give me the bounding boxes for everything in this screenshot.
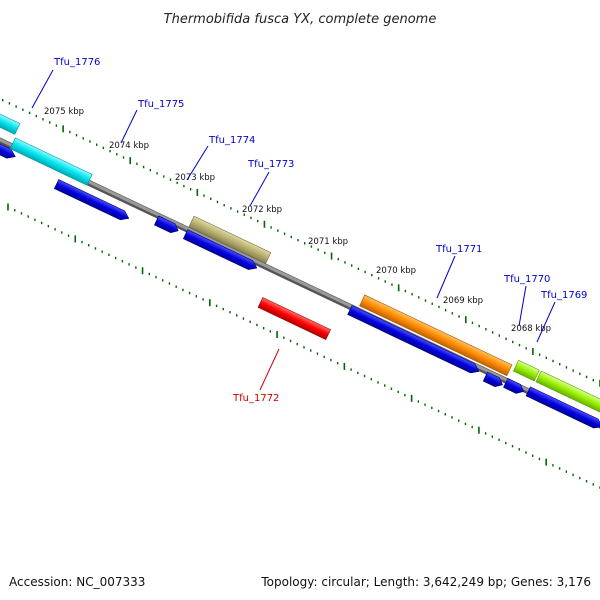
gene-label-tfu-1772[interactable]: Tfu_1772	[232, 393, 279, 404]
gene-label-tfu-1769[interactable]: Tfu_1769	[540, 290, 587, 301]
gene-label-tfu-1774[interactable]: Tfu_1774	[208, 135, 255, 146]
kbp-label: 2074 kbp	[109, 141, 149, 151]
gene-bar-tfu-1770[interactable]	[513, 359, 540, 382]
accession-text: Accession: NC_007333	[9, 575, 145, 589]
cds-feature[interactable]	[525, 386, 600, 431]
kbp-label: 2069 kbp	[443, 296, 483, 306]
gene-labels: Tfu_1776 Tfu_1775 Tfu_1774 Tfu_1773 Tfu_…	[53, 57, 587, 404]
gene-label-tfu-1770[interactable]: Tfu_1770	[503, 274, 550, 285]
gene-label-tfu-1775[interactable]: Tfu_1775	[137, 99, 184, 110]
kbp-label: 2071 kbp	[308, 237, 348, 247]
topology-text: Topology: circular; Length: 3,642,249 bp…	[260, 575, 591, 589]
leader-line	[436, 255, 456, 299]
cds-feature[interactable]	[182, 229, 259, 273]
kbp-label: 2068 kbp	[511, 324, 551, 334]
label-leaders	[31, 69, 556, 391]
kbp-label: 2070 kbp	[376, 266, 416, 276]
cds-feature[interactable]	[482, 371, 504, 389]
gene-bar-tfu-1776[interactable]	[0, 90, 21, 135]
leader-line	[186, 145, 209, 181]
leader-line	[249, 171, 270, 207]
gene-label-tfu-1771[interactable]: Tfu_1771	[435, 244, 482, 255]
leader-line	[259, 348, 280, 391]
gene-bar-tfu-1773[interactable]	[188, 215, 272, 264]
leader-line	[518, 285, 527, 327]
leader-line	[31, 69, 54, 109]
map-title: Thermobifida fusca YX, complete genome	[164, 12, 437, 27]
leader-line	[120, 109, 138, 144]
gene-track	[0, 90, 600, 417]
cds-feature[interactable]	[0, 114, 17, 161]
kbp-label: 2073 kbp	[175, 173, 215, 183]
cds-feature[interactable]	[53, 179, 131, 223]
gene-label-tfu-1776[interactable]: Tfu_1776	[53, 57, 100, 68]
cds-feature[interactable]	[503, 377, 525, 396]
outer-tick-track	[2, 98, 600, 387]
gene-bar-tfu-1771[interactable]	[359, 294, 513, 377]
inner-tick-track	[7, 203, 600, 489]
gene-label-tfu-1773[interactable]: Tfu_1773	[247, 159, 294, 170]
cds-feature[interactable]	[154, 215, 180, 235]
kbp-label: 2075 kbp	[44, 107, 84, 117]
kbp-label: 2072 kbp	[242, 205, 282, 215]
position-ruler: 2075 kbp 2074 kbp 2073 kbp 2072 kbp 2071…	[44, 107, 551, 334]
cds-track	[0, 114, 600, 431]
leader-line	[536, 301, 556, 343]
gene-bar-tfu-1775[interactable]	[9, 137, 93, 186]
cds-feature[interactable]	[347, 305, 481, 376]
gene-bar-tfu-1769[interactable]	[535, 370, 600, 417]
gene-bar-tfu-1772[interactable]	[257, 297, 331, 340]
